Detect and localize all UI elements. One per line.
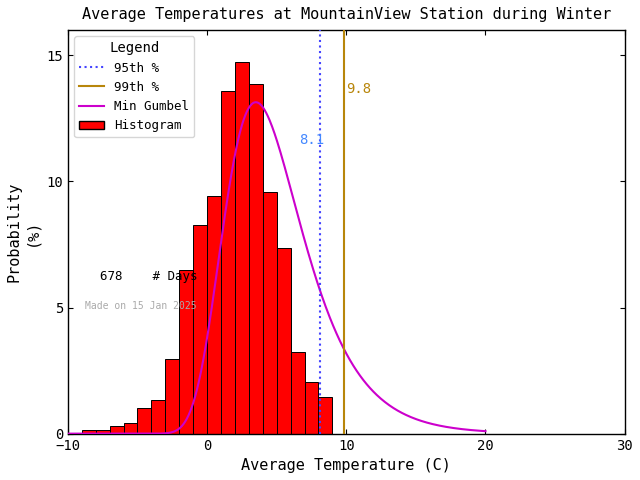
Bar [291,352,305,433]
Bar [179,270,193,433]
Bar [124,422,138,433]
Title: Average Temperatures at MountainView Station during Winter: Average Temperatures at MountainView Sta… [82,7,611,22]
Text: 678    # Days: 678 # Days [84,270,197,283]
Y-axis label: Probability
(%): Probability (%) [7,181,39,282]
Bar [249,84,263,433]
Text: Made on 15 Jan 2025: Made on 15 Jan 2025 [84,300,196,311]
Bar [319,396,332,433]
Bar [82,430,96,433]
Bar [305,382,319,433]
X-axis label: Average Temperature (C): Average Temperature (C) [241,458,451,473]
Text: 9.8: 9.8 [346,82,371,96]
Bar [109,426,124,433]
Text: 8.1: 8.1 [299,132,324,146]
Bar [96,430,109,433]
Bar [138,408,152,433]
Bar [221,91,235,433]
Bar [152,400,165,433]
Bar [165,360,179,433]
Bar [193,225,207,433]
Bar [207,195,221,433]
Bar [235,61,249,433]
Bar [276,248,291,433]
Legend: 95th %, 99th %, Min Gumbel, Histogram: 95th %, 99th %, Min Gumbel, Histogram [74,36,194,137]
Bar [263,192,276,433]
